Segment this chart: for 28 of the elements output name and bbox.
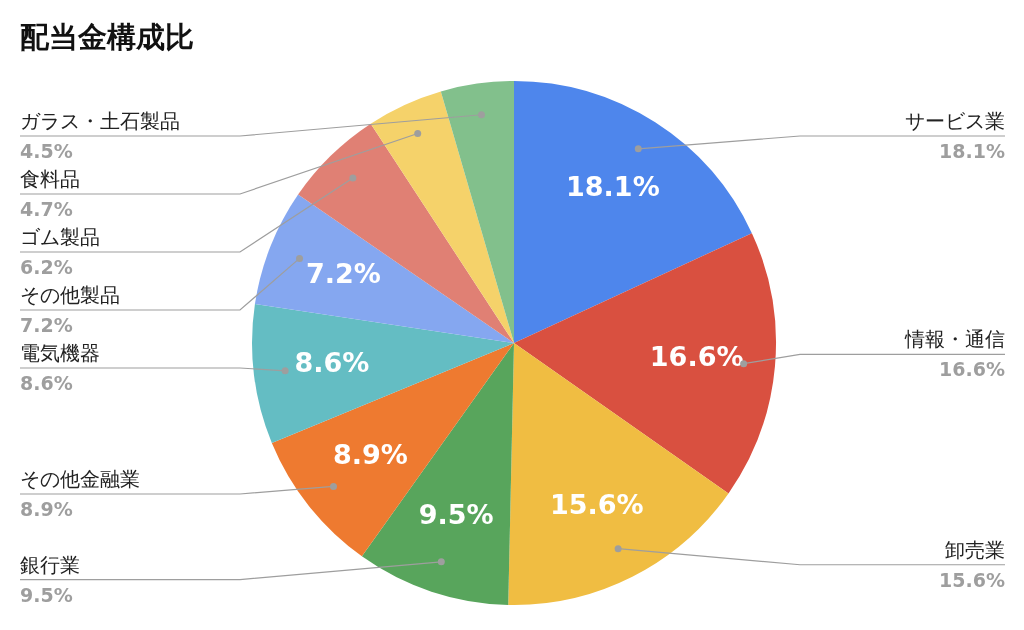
data-label: 15.6% (549, 488, 644, 520)
data-label: 9.5% (418, 499, 494, 531)
text: 8.6% (20, 372, 73, 394)
slice-label: 銀行業 (20, 552, 80, 577)
text: 7.2% (20, 314, 73, 336)
slice-label: サービス業 (905, 109, 1005, 133)
text: 9.5% (20, 583, 73, 606)
data-label: 18.1% (566, 170, 660, 202)
data-label: 7.2% (305, 257, 381, 289)
slice-label: ゴム製品 (20, 225, 100, 249)
text: 18.1% (939, 140, 1005, 162)
data-label: 16.6% (649, 341, 744, 373)
data-label: 8.9% (332, 439, 408, 471)
slice-label: ガラス・土石製品 (20, 109, 180, 133)
text: 16.6% (939, 358, 1005, 381)
text: 15.6% (939, 568, 1005, 591)
slice-label: 卸売業 (945, 537, 1005, 562)
slice-label: 電気機器 (20, 341, 100, 365)
chart-title: 配当金構成比 (20, 19, 194, 56)
data-label: 8.6% (294, 347, 370, 379)
slice-label: 食料品 (20, 167, 80, 191)
text: 8.9% (20, 497, 73, 520)
data-label: 6.2% (20, 256, 73, 278)
slice-label: その他製品 (20, 283, 120, 307)
data-label: 4.5% (20, 140, 73, 162)
data-label: 4.7% (20, 198, 73, 220)
slice-label: 情報・通信 (904, 327, 1005, 352)
slice-label: その他金融業 (20, 466, 140, 491)
